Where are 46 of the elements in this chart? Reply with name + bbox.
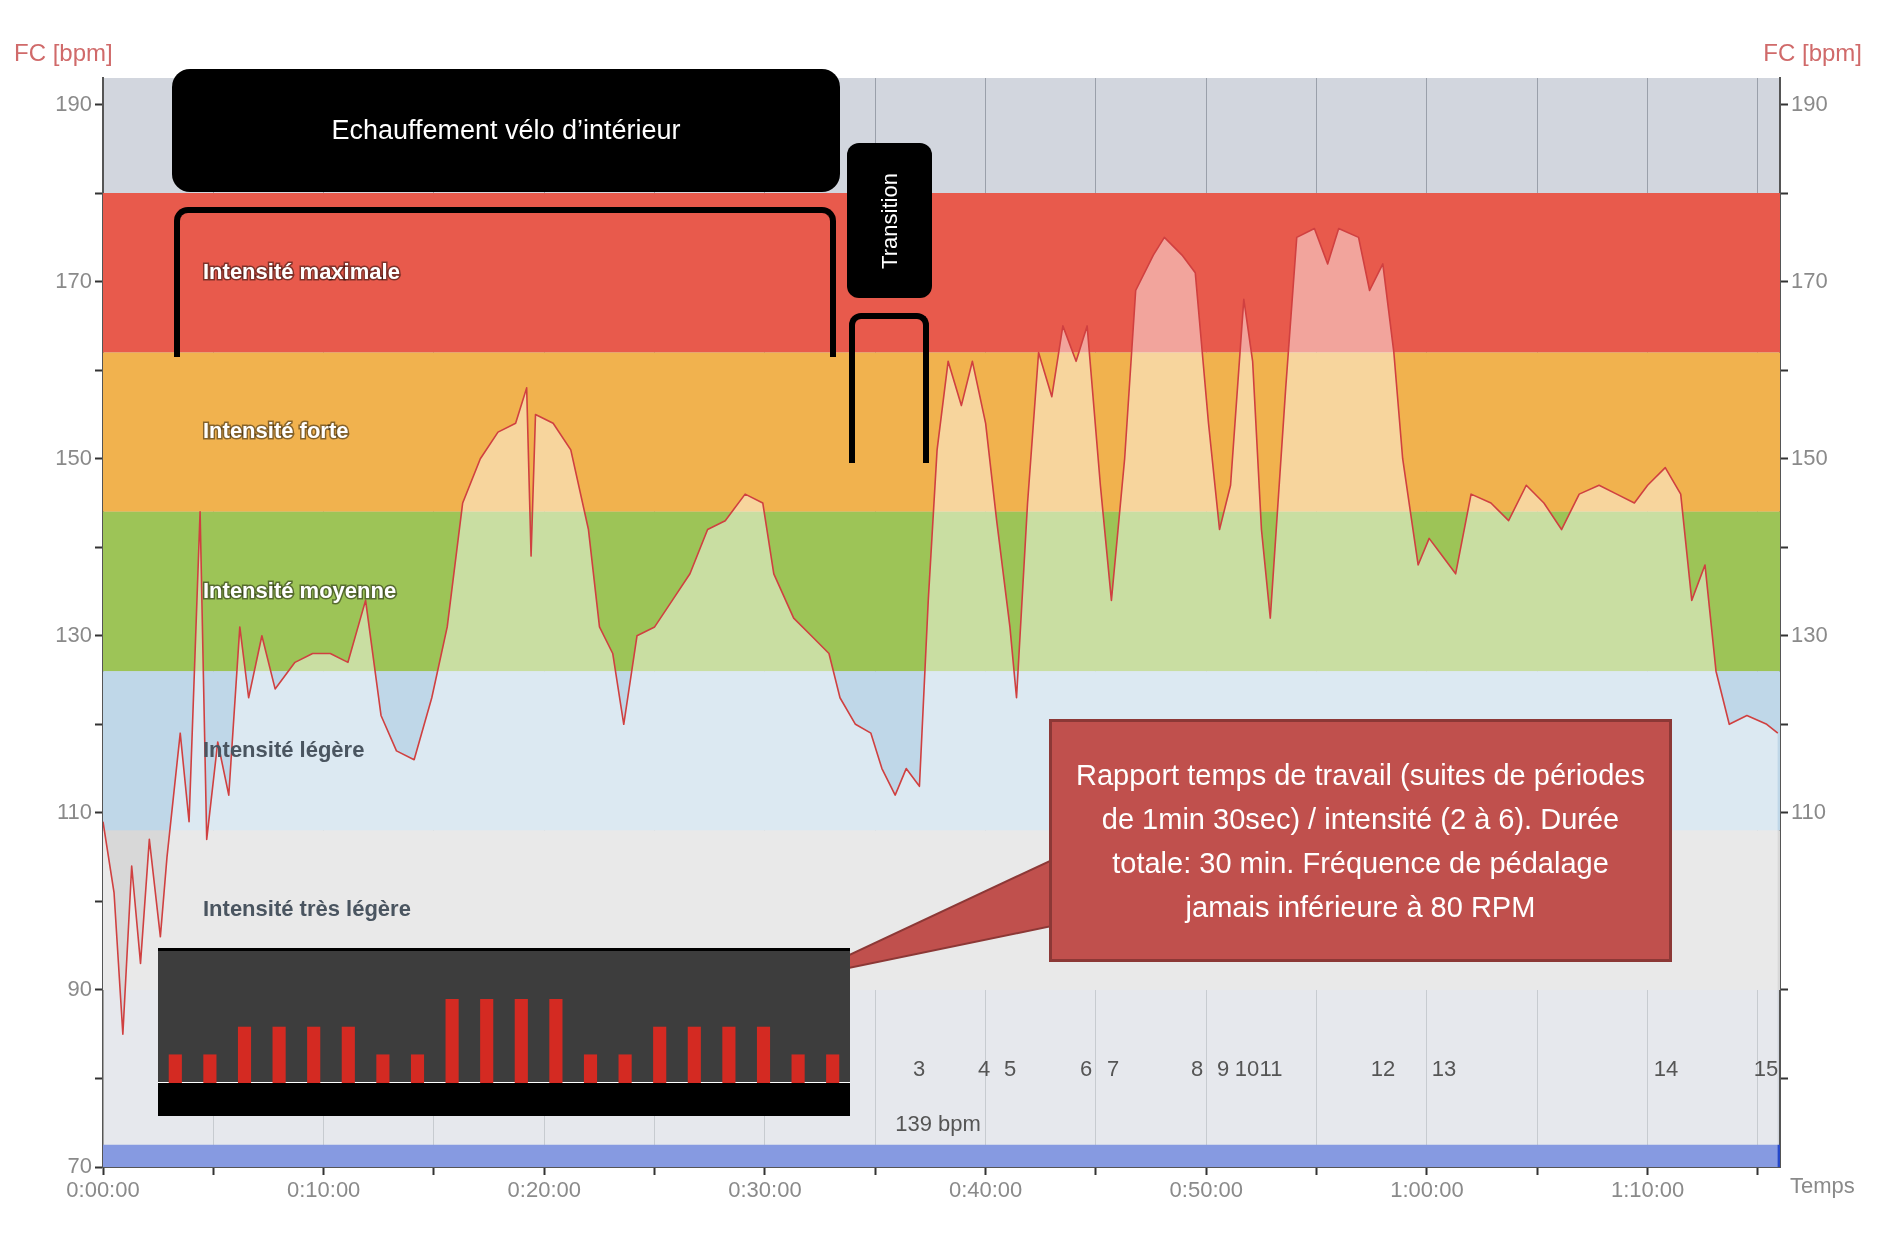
x-tick-label: 0:20:00 (507, 1177, 582, 1203)
x-tick-label: 0:50:00 (1169, 1177, 1243, 1203)
x-axis-title: Temps (1790, 1173, 1855, 1199)
annotation: Echauffement vélo d’intérieur (331, 115, 681, 146)
annotation: 11 (1259, 1056, 1283, 1082)
y-tick-label: 150 (55, 444, 92, 470)
annotation: Transition (876, 172, 903, 269)
annotation: 3 (912, 1056, 926, 1082)
x-tick-label: 1:10:00 (1610, 1177, 1685, 1203)
y-tick-label: 110 (56, 798, 92, 824)
x-tick-label: 0:10:00 (286, 1177, 361, 1203)
y2-tick-label: 150 (1791, 444, 1828, 470)
heading-box: Transition (847, 143, 932, 298)
y2-tick-label: 110 (1791, 798, 1827, 824)
annotation: 139 bpm (895, 1111, 981, 1137)
annotation: 13 (1431, 1056, 1457, 1082)
heading-box: Echauffement vélo d’intérieur (172, 69, 840, 192)
annotation: 5 (1003, 1056, 1017, 1082)
y2-tick-label: 170 (1791, 267, 1828, 293)
y-tick-label: 190 (55, 90, 92, 116)
annotation: 7 (1106, 1056, 1120, 1082)
x-tick-label: 0:40:00 (948, 1177, 1023, 1203)
y-tick-label: 70 (67, 1153, 92, 1179)
y-tick-label: 90 (67, 975, 92, 1001)
x-tick-label: 0:00:00 (66, 1177, 140, 1203)
y2-axis-title: FC [bpm] (1763, 38, 1862, 66)
annotation: 14 (1653, 1056, 1679, 1082)
annotation: 12 (1370, 1056, 1396, 1082)
x-tick-label: 1:00:00 (1390, 1177, 1464, 1203)
annotation: 10 (1234, 1056, 1260, 1082)
y2-tick-label: 190 (1791, 90, 1828, 116)
annotation: Rapport temps de travail (suites de périodes de 1min 30sec) / intensité (2 à 6). Durée totale: 30 min. Fréquence de pédalage jamais inférieure à 80 RPM (1075, 757, 1646, 925)
annotation: 8 (1190, 1056, 1204, 1082)
y-tick-label: 130 (55, 621, 92, 647)
annotation: 9 (1216, 1056, 1230, 1082)
annotation: 4 (977, 1056, 991, 1082)
y2-tick-label: 130 (1791, 621, 1828, 647)
annotation: 15 (1753, 1056, 1779, 1082)
band-label: Intensité maximale (203, 258, 400, 284)
y-tick-label: 170 (55, 267, 92, 293)
x-tick-label: 0:30:00 (728, 1177, 802, 1203)
annotation: 6 (1079, 1056, 1093, 1082)
y-axis-title: FC [bpm] (14, 38, 113, 66)
band-label: Intensité très légère (203, 896, 411, 922)
band-label: Intensité moyenne (203, 577, 397, 603)
band-label: Intensité forte (203, 418, 349, 444)
